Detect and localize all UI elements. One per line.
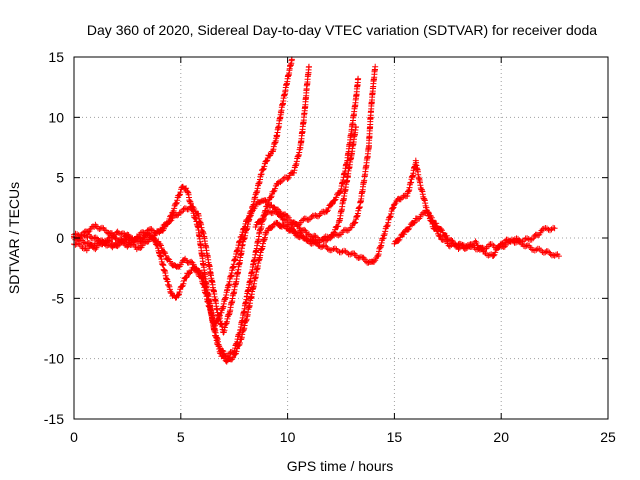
y-tick-label: -5 xyxy=(52,290,65,306)
data-markers-series-6 xyxy=(273,124,359,246)
x-axis-label: GPS time / hours xyxy=(287,458,394,474)
y-tick-label: -10 xyxy=(44,351,64,367)
data-layer xyxy=(71,56,562,365)
data-series-3 xyxy=(71,56,295,336)
data-series-7 xyxy=(391,207,562,260)
y-axis-label: SDTVAR / TECUs xyxy=(6,182,22,294)
x-tick-label: 0 xyxy=(70,429,78,445)
axis-ticks: 0 5 10 15 20 25 -15 -10 -5 0 5 10 15 xyxy=(44,49,616,445)
x-tick-label: 5 xyxy=(177,429,185,445)
data-markers-series-3 xyxy=(71,56,295,336)
y-tick-label: 10 xyxy=(48,109,64,125)
data-series-1 xyxy=(71,157,558,365)
y-tick-label: 5 xyxy=(56,170,64,186)
data-markers-series-1 xyxy=(71,157,558,365)
y-tick-label: 0 xyxy=(56,230,64,246)
data-markers-series-7 xyxy=(391,207,562,260)
data-series-6 xyxy=(273,124,359,246)
chart-title: Day 360 of 2020, Sidereal Day-to-day VTE… xyxy=(87,22,597,38)
x-tick-label: 15 xyxy=(387,429,403,445)
x-tick-label: 25 xyxy=(600,429,616,445)
x-tick-label: 10 xyxy=(280,429,296,445)
y-tick-label: -15 xyxy=(44,411,64,427)
y-tick-label: 15 xyxy=(48,49,64,65)
x-tick-label: 20 xyxy=(493,429,509,445)
